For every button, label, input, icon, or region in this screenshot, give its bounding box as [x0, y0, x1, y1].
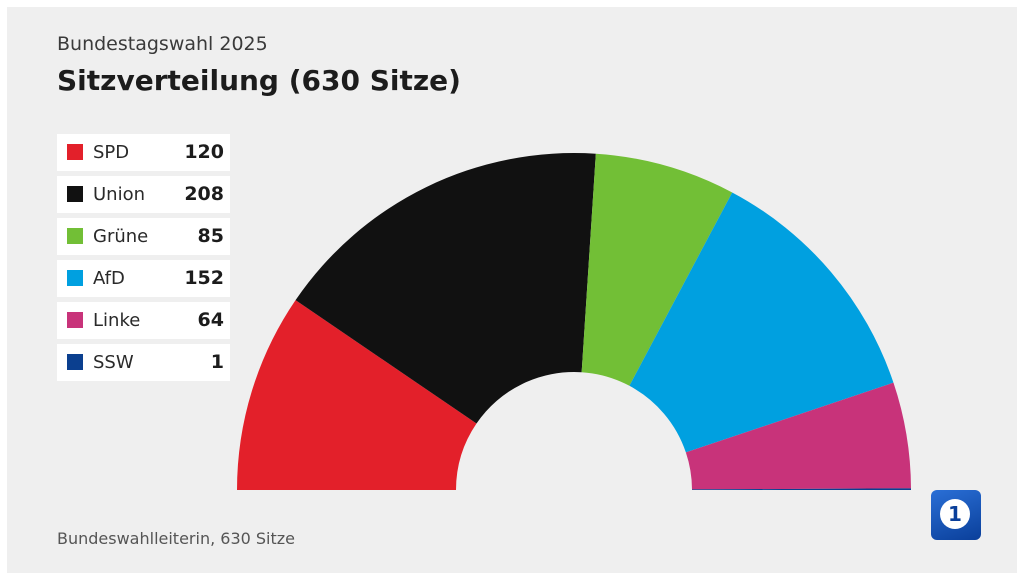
legend-label: AfD: [93, 268, 125, 289]
legend-swatch: [67, 312, 83, 328]
legend-swatch: [67, 228, 83, 244]
legend-item-spd: SPD 120: [57, 134, 230, 171]
legend-swatch: [67, 354, 83, 370]
source-note: Bundeswahlleiterin, 630 Sitze: [57, 529, 295, 548]
ard-das-erste-logo: 1: [931, 490, 981, 540]
legend-label: Linke: [93, 310, 141, 331]
chart-subtitle: Bundestagswahl 2025: [57, 33, 268, 55]
legend-label: SSW: [93, 352, 134, 373]
legend-item-grüne: Grüne 85: [57, 218, 230, 255]
legend-item-linke: Linke 64: [57, 302, 230, 339]
segment-union: [295, 152, 596, 424]
legend-value: 120: [184, 141, 224, 163]
segment-afd: [629, 192, 894, 453]
segment-grüne: [581, 153, 733, 386]
legend-swatch: [67, 144, 83, 160]
chart-title: Sitzverteilung (630 Sitze): [57, 64, 461, 97]
legend-swatch: [67, 186, 83, 202]
legend-item-afd: AfD 152: [57, 260, 230, 297]
legend-value: 64: [197, 309, 224, 331]
legend-value: 1: [210, 351, 224, 373]
legend-swatch: [67, 270, 83, 286]
segment-spd: [237, 300, 477, 490]
legend-label: Grüne: [93, 226, 149, 247]
logo-text: 1: [948, 502, 962, 526]
segment-linke: [685, 382, 911, 490]
legend-item-union: Union 208: [57, 176, 230, 213]
legend-label: Union: [93, 184, 146, 205]
legend-value: 208: [184, 183, 224, 205]
legend-value: 152: [184, 267, 224, 289]
segment-ssw: [691, 488, 911, 490]
logo-ring: 1: [940, 499, 970, 529]
legend: SPD 120 Union 208 Grüne 85 AfD 152 Linke 64 SSW 1: [57, 134, 230, 386]
legend-item-ssw: SSW 1: [57, 344, 230, 381]
legend-label: SPD: [93, 142, 130, 163]
legend-value: 85: [197, 225, 224, 247]
